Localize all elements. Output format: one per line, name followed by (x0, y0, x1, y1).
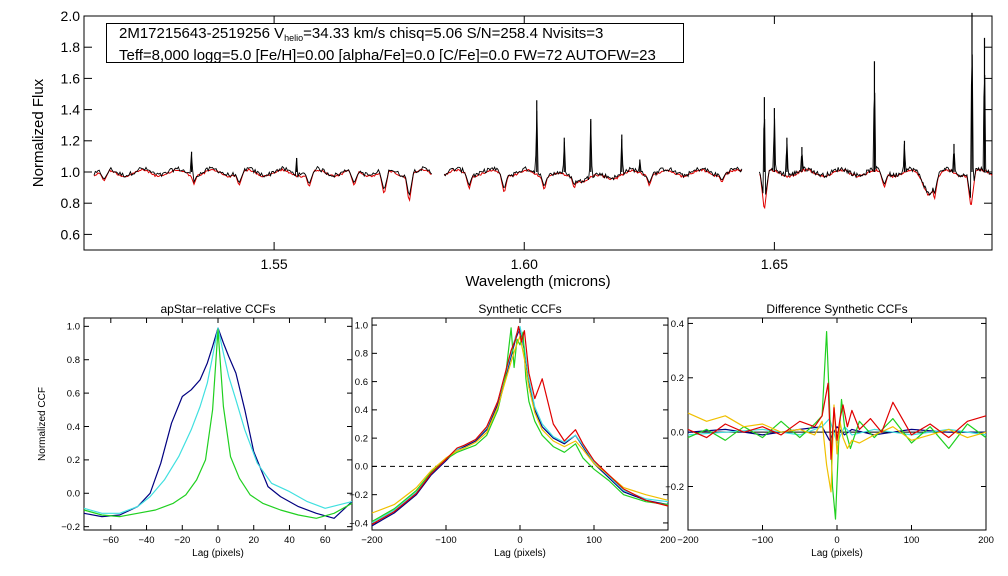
ccf-series-green (83, 329, 353, 519)
y-tick-label: 0.4 (67, 422, 80, 433)
x-tick-label: −200 (361, 535, 382, 546)
y-axis-label: Normalized Flux (30, 78, 47, 187)
plot-frame-0 (83, 15, 993, 251)
x-axis-label: Lag (pixels) (494, 548, 546, 559)
chart-title: Difference Synthetic CCFs (766, 302, 907, 316)
y-tick-label: 0.8 (61, 195, 81, 211)
y-tick-label: 1.0 (67, 322, 80, 333)
y-tick-label: 0.0 (67, 489, 80, 500)
y-tick-label: 0.2 (355, 433, 368, 444)
chart-title: Synthetic CCFs (478, 302, 561, 316)
chart-title: apStar−relative CCFs (160, 302, 275, 316)
x-tick-label: 1.65 (761, 256, 788, 272)
x-tick-label: −100 (435, 535, 456, 546)
x-tick-label: −40 (138, 535, 154, 546)
ccf-series-yellow (687, 404, 987, 493)
y-tick-label: 1.0 (61, 164, 81, 180)
x-tick-label: 20 (248, 535, 259, 546)
ccf-series-red (687, 382, 987, 460)
y-tick-label: 0.0 (355, 462, 368, 473)
vhelio-symbol: V (274, 25, 285, 42)
x-tick-label: −200 (677, 535, 698, 546)
x-tick-label: 0 (834, 535, 839, 546)
plot-frame-1 (83, 317, 353, 531)
info-line-1: 2M17215643-2519256 Vhelio=34.33 km/s chi… (119, 25, 683, 47)
x-tick-label: 200 (660, 535, 676, 546)
x-tick-label: −60 (103, 535, 119, 546)
ccf-series-dark-blue (687, 426, 986, 441)
x-tick-label: 1.60 (511, 256, 538, 272)
ccf-series-green (687, 331, 987, 520)
ccf-series-yellow (371, 335, 669, 514)
y-tick-label: −0.2 (665, 482, 684, 493)
x-tick-label: 0 (215, 535, 220, 546)
y-tick-label: −0.2 (61, 522, 80, 533)
plot-frame-3 (687, 317, 987, 531)
spectrum-info-box: 2M17215643-2519256 Vhelio=34.33 km/s chi… (106, 23, 684, 64)
x-tick-label: 40 (284, 535, 295, 546)
y-tick-label: 1.2 (61, 133, 81, 149)
y-tick-label: 0.6 (355, 377, 368, 388)
y-tick-label: 0.6 (61, 226, 81, 242)
info-line-2: Teff=8,000 logg=5.0 [Fe/H]=0.00 [alpha/F… (119, 47, 656, 64)
y-axis-label: Normalized CCF (37, 387, 48, 461)
info-line-1-values: =34.33 km/s chisq=5.06 S/N=258.4 Nvisits… (303, 25, 604, 42)
ccf-series-dark-blue (371, 327, 669, 527)
y-tick-label: 0.2 (67, 455, 80, 466)
x-tick-label: 1.55 (260, 256, 287, 272)
x-tick-label: −100 (752, 535, 773, 546)
x-tick-label: 100 (904, 535, 920, 546)
y-tick-label: 0.8 (67, 355, 80, 366)
y-tick-label: 0.8 (355, 349, 368, 360)
x-tick-label: 100 (586, 535, 602, 546)
y-tick-label: 1.0 (355, 320, 368, 331)
x-tick-label: 0 (517, 535, 522, 546)
x-axis-label: Lag (pixels) (811, 548, 863, 559)
ccf-series-cyan (83, 327, 353, 514)
y-tick-label: 2.0 (61, 8, 81, 24)
y-tick-label: 1.8 (61, 39, 81, 55)
ccf-series-green (371, 327, 669, 523)
y-tick-label: 0.0 (671, 427, 684, 438)
x-tick-label: −20 (174, 535, 190, 546)
y-tick-label: 1.6 (61, 70, 81, 86)
x-tick-label: 60 (320, 535, 331, 546)
y-tick-label: 0.4 (355, 405, 368, 416)
star-id: 2M17215643-2519256 (119, 25, 270, 42)
plot-frame-2 (371, 317, 669, 531)
y-tick-label: 0.4 (671, 319, 684, 330)
y-tick-label: 0.6 (67, 388, 80, 399)
x-tick-label: 200 (978, 535, 994, 546)
y-tick-label: 1.4 (61, 102, 81, 118)
vhelio-subscript: helio (284, 33, 304, 43)
x-axis-label: Wavelength (microns) (465, 273, 610, 290)
x-axis-label: Lag (pixels) (192, 548, 244, 559)
observed-spectrum-line (93, 54, 993, 198)
y-tick-label: 0.2 (671, 373, 684, 384)
ccf-series-dark-blue (83, 327, 353, 519)
ccf-series-red (371, 325, 669, 525)
y-tick-label: −0.2 (349, 490, 368, 501)
y-tick-label: −0.4 (349, 518, 368, 529)
